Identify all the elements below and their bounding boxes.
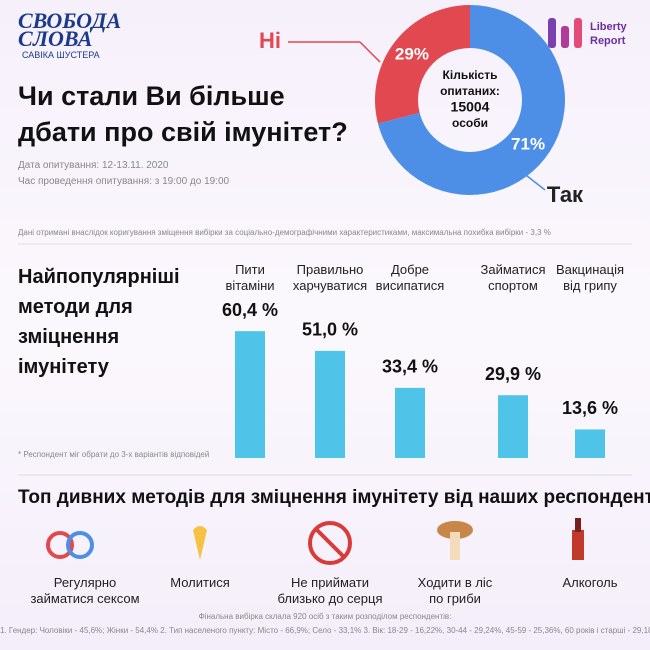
footer: 1. Гендер: Чоловіки - 45,6%; Жінки - 54,… <box>0 626 650 635</box>
partner-logo <box>574 18 582 48</box>
footer: Фінальна вибірка склала 920 осіб з таким… <box>198 612 452 621</box>
value-label: 51,0 % <box>302 320 358 340</box>
logo-text: СЛОВА <box>18 26 93 51</box>
method-label: Молитися <box>170 575 230 590</box>
bar-title-line: Найпопулярніші <box>18 266 180 288</box>
value-label: 33,4 % <box>382 357 438 377</box>
survey-time: Час проведення опитування: з 19:00 до 19… <box>18 176 230 187</box>
bar-title-line: методи для <box>18 296 133 318</box>
value-label: 13,6 % <box>562 398 618 418</box>
icons <box>46 518 584 565</box>
method-label: по гриби <box>429 591 481 606</box>
category-label: Пити <box>235 262 265 277</box>
bar <box>235 331 265 458</box>
legend-label: Ні <box>259 28 281 53</box>
pointer <box>359 41 381 63</box>
slice-label: 29% <box>395 44 429 63</box>
logo: СВОБОДА СЛОВА <box>18 8 122 51</box>
survey-date: Дата опитування: 12-13.11. 2020 <box>18 160 169 171</box>
logo-text: СВОБОДА <box>18 8 122 33</box>
legend-label: Так <box>547 182 584 207</box>
bar <box>575 429 605 458</box>
value-label: 29,9 % <box>485 364 541 384</box>
method-label: Алкоголь <box>562 575 618 590</box>
section-title: Топ дивних методів для зміцнення імуніте… <box>18 487 650 508</box>
bar <box>498 395 528 458</box>
center-text: особи <box>452 116 488 130</box>
category-label: Займатися <box>480 262 546 277</box>
donut-slice <box>377 5 565 195</box>
category-label: висипатися <box>375 278 445 293</box>
partner-text: Liberty <box>590 21 627 33</box>
bar-title-line: імунітету <box>18 356 109 378</box>
category-label: від грипу <box>563 278 617 293</box>
value-label: 60,4 % <box>222 300 278 320</box>
method-label: Не приймати <box>290 575 370 590</box>
bar-title-line: зміцнення <box>18 326 120 348</box>
category-label: Вакцинація <box>555 262 625 277</box>
partner-logo <box>561 26 569 48</box>
center-text: Кількість <box>443 68 498 82</box>
partner: Liberty Report <box>590 20 627 48</box>
category-label: вітаміни <box>225 278 275 293</box>
method-label: Ходити в ліс <box>417 575 493 590</box>
category-label: спортом <box>488 278 538 293</box>
bar-note: * Респондент міг обрати до 3-х варіантів… <box>18 450 210 459</box>
method-label: Регулярно <box>53 575 117 590</box>
logo-subtitle: САВІКА ШУСТЕРА <box>22 50 100 60</box>
method-note: Дані отримані внаслідок коригування зміщ… <box>18 228 551 237</box>
category-label: Добре <box>390 262 430 277</box>
partner-logo <box>548 18 556 48</box>
bar <box>395 387 425 458</box>
partner-text: Report <box>590 35 626 47</box>
bar-title: Найпопулярніші методи для зміцнення імуніте… <box>18 262 180 382</box>
center-text: опитаних: <box>440 84 500 98</box>
title: Чи стали Ви більше дбати про свій імуніте… <box>18 78 348 150</box>
method-label: займатися сексом <box>30 591 140 606</box>
slice-label: 71% <box>511 135 545 154</box>
center-text: 15004 <box>451 99 490 115</box>
title-line: Чи стали Ви більше <box>18 81 285 111</box>
category-label: Правильно <box>296 262 364 277</box>
title-line: дбати про свій імунітет? <box>18 117 348 147</box>
category-label: харчуватися <box>292 278 368 293</box>
donut-slice <box>375 5 470 124</box>
method-label: близько до серця <box>277 591 383 606</box>
bar <box>315 350 345 458</box>
